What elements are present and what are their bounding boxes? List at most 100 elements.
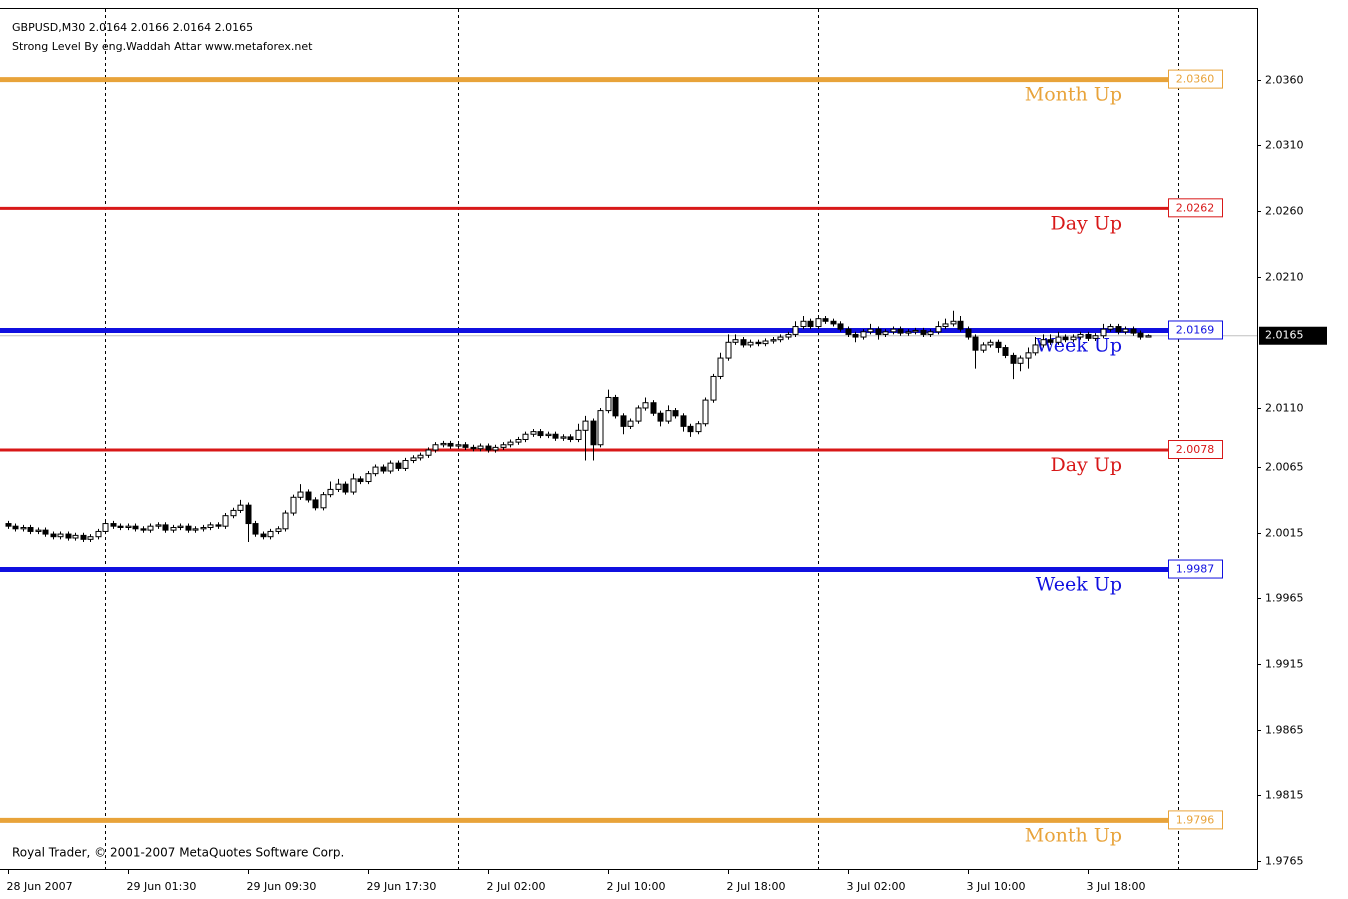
current-price-box bbox=[1259, 326, 1327, 345]
x-tick-label: 29 Jun 01:30 bbox=[127, 880, 197, 893]
candle-body bbox=[702, 399, 709, 425]
x-tick-label: 3 Jul 18:00 bbox=[1087, 880, 1146, 893]
x-tick-label: 3 Jul 02:00 bbox=[847, 880, 906, 893]
candle-body bbox=[485, 445, 492, 451]
candle-body bbox=[447, 442, 454, 447]
candle-body bbox=[905, 331, 912, 334]
candle-body bbox=[785, 333, 792, 338]
level-price-box bbox=[1168, 198, 1223, 218]
candle-body bbox=[1122, 328, 1129, 333]
candle-body bbox=[320, 494, 327, 509]
candle-body bbox=[582, 420, 589, 431]
candle-body bbox=[432, 444, 439, 451]
candle-body bbox=[815, 318, 822, 328]
candle-body bbox=[417, 454, 424, 459]
candle-body bbox=[837, 323, 844, 330]
candle-body bbox=[657, 412, 664, 422]
y-tick-label: 2.0310 bbox=[1265, 139, 1304, 152]
candle-body bbox=[830, 320, 837, 325]
candle-body bbox=[50, 533, 57, 538]
candle-body bbox=[102, 523, 109, 532]
candle-body bbox=[192, 528, 199, 531]
candle-body bbox=[1025, 352, 1032, 359]
candle-body bbox=[987, 341, 994, 346]
candle-body bbox=[950, 320, 957, 325]
candle-body bbox=[800, 320, 807, 328]
candle-body bbox=[867, 328, 874, 333]
x-tick-label: 2 Jul 18:00 bbox=[727, 880, 786, 893]
candle-body bbox=[1010, 354, 1017, 364]
candle-body bbox=[1085, 333, 1092, 339]
y-tick-label: 2.0110 bbox=[1265, 402, 1304, 415]
x-tick-label: 2 Jul 10:00 bbox=[607, 880, 666, 893]
candle-body bbox=[147, 525, 154, 531]
candle-body bbox=[777, 336, 784, 341]
candle-body bbox=[965, 328, 972, 338]
candle-body bbox=[455, 444, 462, 447]
copyright: Royal Trader, © 2001-2007 MetaQuotes Sof… bbox=[12, 846, 344, 860]
candle-body bbox=[552, 433, 559, 439]
candle-body bbox=[995, 341, 1002, 349]
level-price-box bbox=[1168, 320, 1223, 340]
candle-body bbox=[80, 534, 87, 540]
candle-body bbox=[1145, 335, 1152, 338]
candle-body bbox=[95, 530, 102, 538]
candle-body bbox=[65, 533, 72, 539]
candle-body bbox=[492, 446, 499, 451]
y-tick-label: 1.9915 bbox=[1265, 658, 1304, 671]
candle-body bbox=[770, 339, 777, 342]
candle-body bbox=[897, 328, 904, 334]
candle-body bbox=[612, 396, 619, 417]
candle-body bbox=[1062, 336, 1069, 341]
candle-body bbox=[927, 331, 934, 335]
chart-title: GBPUSD,M30 2.0164 2.0166 2.0164 2.0165 bbox=[12, 21, 253, 34]
level-price-box bbox=[1168, 69, 1223, 89]
candle-body bbox=[282, 512, 289, 530]
candle-body bbox=[537, 431, 544, 437]
candle-body bbox=[665, 410, 672, 422]
candle-body bbox=[342, 483, 349, 493]
candle-body bbox=[125, 525, 132, 529]
candle-body bbox=[942, 323, 949, 328]
candle-body bbox=[575, 429, 582, 441]
candle-body bbox=[185, 525, 192, 531]
candle-body bbox=[695, 423, 702, 433]
y-tick-label: 2.0065 bbox=[1265, 461, 1304, 474]
candle-body bbox=[357, 478, 364, 483]
y-tick-label: 2.0015 bbox=[1265, 527, 1304, 540]
candle-body bbox=[207, 524, 214, 529]
candle-body bbox=[470, 446, 477, 450]
candle-body bbox=[620, 415, 627, 427]
candle-body bbox=[177, 525, 184, 529]
candle-body bbox=[860, 331, 867, 338]
candle-body bbox=[1100, 328, 1107, 337]
candle-body bbox=[1077, 333, 1084, 338]
chart-subtitle: Strong Level By eng.Waddah Attar www.met… bbox=[12, 40, 313, 53]
candle-body bbox=[380, 466, 387, 472]
candle-body bbox=[972, 336, 979, 351]
candle-body bbox=[410, 457, 417, 462]
level-price-label: 2.0078 bbox=[1176, 443, 1215, 456]
candle-body bbox=[980, 344, 987, 351]
candle-body bbox=[1002, 347, 1009, 356]
candle-body bbox=[162, 524, 169, 531]
candle-body bbox=[822, 318, 829, 322]
candle-body bbox=[957, 320, 964, 330]
candle-body bbox=[642, 402, 649, 409]
candle-body bbox=[560, 436, 567, 439]
candle-body bbox=[425, 449, 432, 456]
candle-body bbox=[1092, 335, 1099, 339]
candle-body bbox=[852, 333, 859, 338]
candle-body bbox=[327, 488, 334, 496]
candle-body bbox=[117, 525, 124, 529]
level-name: Week Up bbox=[1036, 334, 1122, 356]
level-price-label: 1.9796 bbox=[1176, 813, 1215, 826]
candle-body bbox=[312, 499, 319, 509]
candle-body bbox=[387, 462, 394, 472]
candle-body bbox=[275, 528, 282, 532]
candle-body bbox=[440, 442, 447, 446]
candle-body bbox=[155, 524, 162, 527]
level-price-box bbox=[1168, 810, 1223, 830]
candle-body bbox=[305, 491, 312, 501]
candle-body bbox=[507, 441, 514, 446]
